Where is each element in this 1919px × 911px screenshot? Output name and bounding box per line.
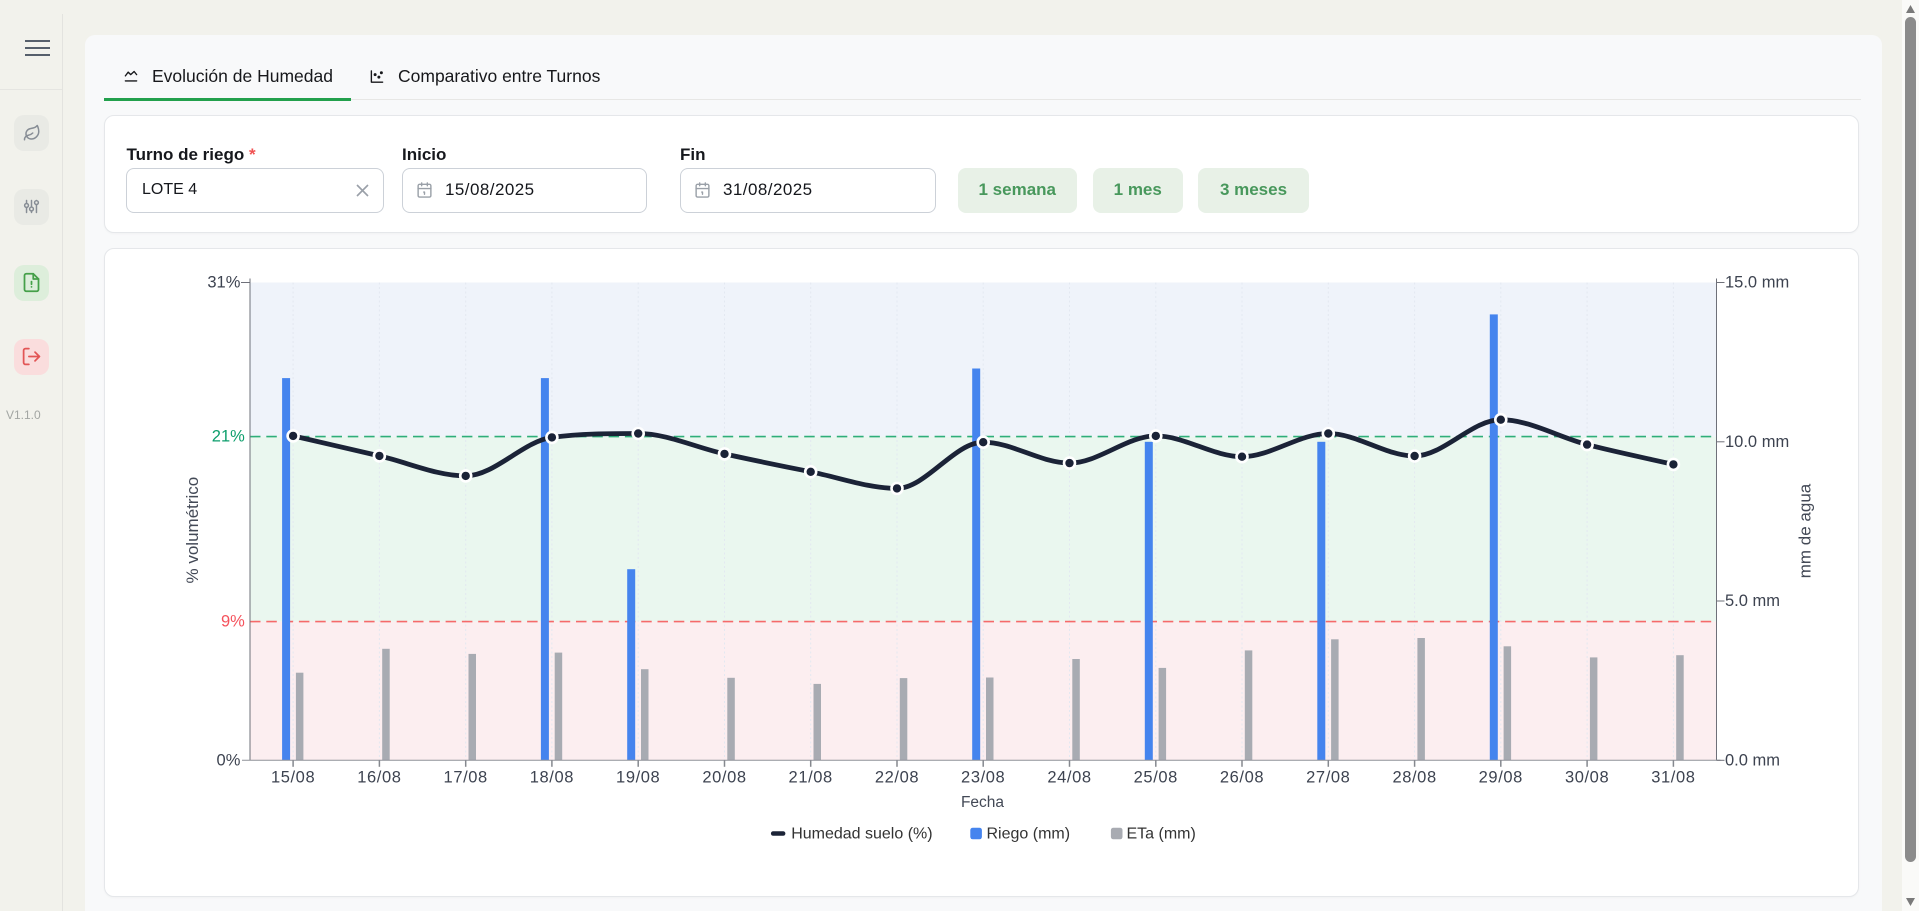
svg-text:31%: 31% [207, 273, 240, 291]
svg-text:mm de agua: mm de agua [1795, 483, 1814, 578]
svg-text:0%: 0% [216, 751, 240, 769]
svg-text:21/08: 21/08 [788, 768, 832, 786]
svg-text:24/08: 24/08 [1047, 768, 1091, 786]
svg-text:20/08: 20/08 [702, 768, 746, 786]
svg-text:29/08: 29/08 [1478, 768, 1522, 786]
svg-text:15/08: 15/08 [270, 768, 314, 786]
svg-text:23/08: 23/08 [961, 768, 1005, 786]
svg-text:30/08: 30/08 [1564, 768, 1608, 786]
svg-text:27/08: 27/08 [1306, 768, 1350, 786]
svg-text:ETa (mm): ETa (mm) [1126, 825, 1195, 842]
svg-text:28/08: 28/08 [1392, 768, 1436, 786]
svg-text:% volumétrico: % volumétrico [182, 476, 201, 583]
svg-text:26/08: 26/08 [1219, 768, 1263, 786]
svg-text:9%: 9% [220, 612, 244, 630]
svg-text:16/08: 16/08 [357, 768, 401, 786]
svg-text:15.0 mm: 15.0 mm [1725, 273, 1789, 291]
svg-text:18/08: 18/08 [529, 768, 573, 786]
svg-text:19/08: 19/08 [616, 768, 660, 786]
svg-text:0.0 mm: 0.0 mm [1725, 751, 1780, 769]
svg-text:Humedad suelo (%): Humedad suelo (%) [791, 825, 932, 842]
svg-text:Fecha: Fecha [960, 794, 1003, 811]
svg-text:Riego (mm): Riego (mm) [986, 825, 1070, 842]
svg-text:25/08: 25/08 [1133, 768, 1177, 786]
svg-text:5.0 mm: 5.0 mm [1725, 592, 1780, 610]
svg-text:21%: 21% [211, 427, 244, 445]
svg-text:17/08: 17/08 [443, 768, 487, 786]
svg-text:22/08: 22/08 [874, 768, 918, 786]
svg-text:31/08: 31/08 [1651, 768, 1695, 786]
svg-text:10.0 mm: 10.0 mm [1725, 432, 1789, 450]
